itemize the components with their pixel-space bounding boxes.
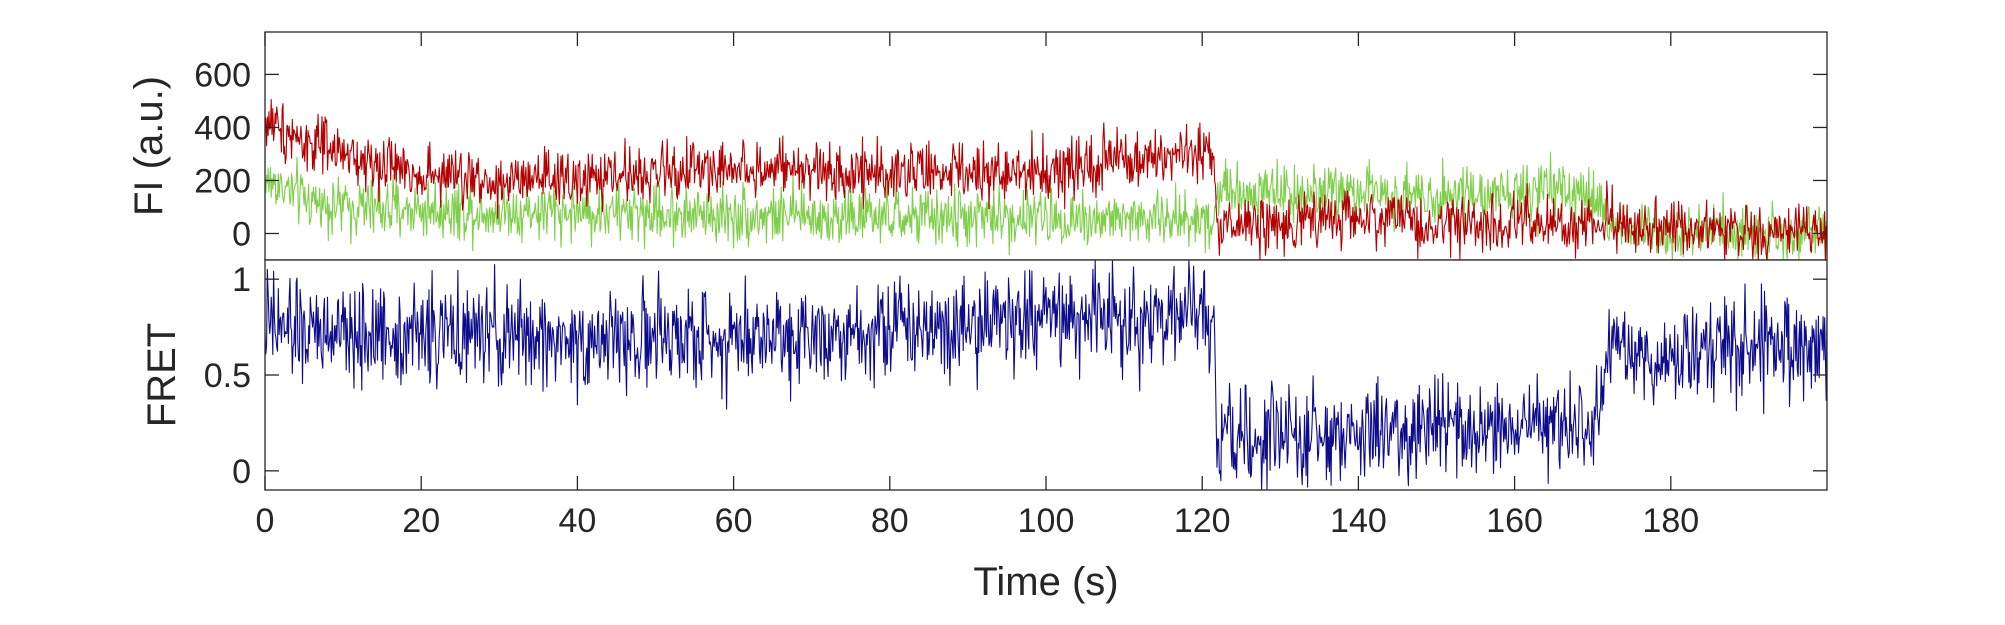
fret-y-tick-label: 0 (232, 453, 251, 491)
time-x-tick-label: 20 (402, 502, 440, 540)
time-x-axis-label: Time (s) (973, 560, 1118, 604)
time-x-tick-label: 140 (1330, 502, 1387, 540)
fluorescence-panel: 0 200 400 600 FI (a.u.) (127, 31, 1828, 261)
fluorescence-y-tick-label: 400 (194, 109, 251, 147)
fluorescence-y-tick-label: 0 (232, 215, 251, 253)
fret-panel: 00.51 0 20 40 60 80 100 120 140 160 180 FRET Time… (140, 32, 1828, 604)
fret-y-ticks: 00.51 (204, 261, 1827, 491)
fret-y-tick-label: 0.5 (204, 357, 251, 395)
fluorescence-y-tick-label: 200 (194, 162, 251, 200)
fret-series-fret (264, 259, 1828, 491)
time-x-tick-label: 40 (558, 502, 596, 540)
fluorescence-plot-area (265, 32, 1827, 260)
time-x-tick-label: 160 (1486, 502, 1543, 540)
fluorescence-traces (264, 99, 1828, 261)
time-x-tick-label: 0 (256, 502, 275, 540)
fret-y-axis-label: FRET (140, 323, 184, 427)
fluorescence-y-axis-label: FI (a.u.) (127, 76, 171, 216)
fluorescence-y-ticks: 0 200 400 600 (194, 56, 1827, 253)
fret-y-tick-label: 1 (232, 261, 251, 299)
fluorescence-series-donor (264, 151, 1828, 261)
fluorescence-y-tick-label: 600 (194, 56, 251, 94)
time-x-tick-label: 80 (871, 502, 909, 540)
time-x-tick-label: 180 (1642, 502, 1699, 540)
fluorescence-series-acceptor (264, 99, 1828, 261)
time-x-tick-label: 100 (1018, 502, 1075, 540)
time-x-tick-label: 120 (1174, 502, 1231, 540)
fret-traces (264, 259, 1828, 491)
time-x-tick-label: 60 (715, 502, 753, 540)
time-x-ticks: 0 20 40 60 80 100 120 140 160 180 (256, 32, 1699, 540)
